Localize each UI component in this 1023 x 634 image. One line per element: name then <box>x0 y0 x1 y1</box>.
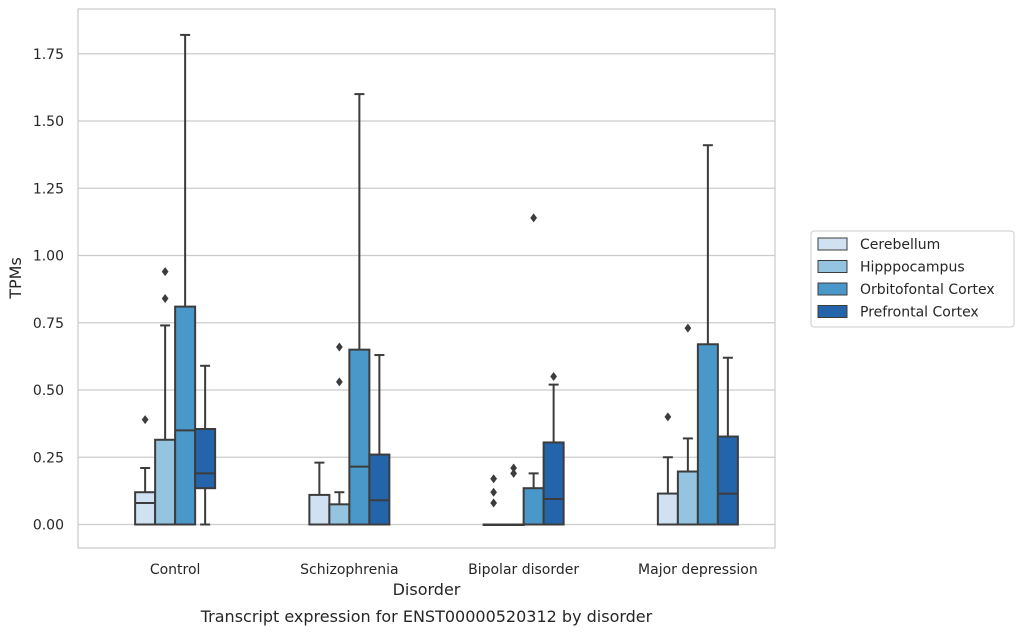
box <box>174 305 197 526</box>
outlier-point <box>664 412 672 422</box>
plot-frame <box>77 8 776 549</box>
box-plot <box>174 33 197 526</box>
box-plot <box>542 372 565 526</box>
y-tick-labels: 0.00 0.25 0.50 0.75 1.00 1.25 1.50 1.75 <box>33 47 64 534</box>
x-tick-label: Major depression <box>638 562 758 578</box>
legend-swatch <box>817 282 848 296</box>
box <box>696 343 719 526</box>
y-tick-label: 0.75 <box>33 316 64 332</box>
outlier-point <box>510 463 517 473</box>
legend-label: Prefrontal Cortex <box>860 305 979 321</box>
legend-swatch <box>817 260 848 273</box>
y-axis-label: TPMs <box>6 257 25 300</box>
box <box>348 348 371 526</box>
boxes <box>134 33 739 526</box>
outlier-point <box>510 468 517 478</box>
box <box>656 492 679 526</box>
x-axis-label: Disorder <box>393 580 461 599</box>
outlier-point <box>336 342 343 352</box>
legend-label: Hipppocampus <box>860 260 965 276</box>
chart-title: Transcript expression for ENST0000052031… <box>200 607 653 626</box>
y-tick-label: 1.75 <box>33 47 64 63</box>
box <box>154 438 177 526</box>
outlier-point <box>530 213 537 223</box>
box <box>368 453 391 526</box>
box <box>676 470 699 526</box>
x-tick-label: Schizophrenia <box>300 562 398 578</box>
box <box>194 428 217 490</box>
box-plot <box>134 415 157 526</box>
legend-frame <box>810 230 1015 328</box>
y-tick-label: 1.00 <box>33 249 64 265</box>
y-tick-label: 0.50 <box>33 383 64 399</box>
outlier-point <box>141 415 149 425</box>
box <box>134 491 157 526</box>
outlier-point <box>684 323 692 333</box>
box <box>716 435 739 526</box>
y-tick-label: 1.25 <box>33 181 64 197</box>
box-plot <box>522 213 545 526</box>
outlier-point <box>161 267 169 277</box>
box-plot <box>716 356 739 526</box>
outlier-point <box>336 377 343 387</box>
outlier-point <box>161 294 169 304</box>
legend-swatch <box>817 305 848 318</box>
box <box>522 487 545 526</box>
box-plot <box>154 267 177 526</box>
legend-label: Orbitofontal Cortex <box>860 282 995 298</box>
box <box>308 493 331 526</box>
y-tick-label: 1.50 <box>33 114 64 130</box>
y-tick-label: 0.00 <box>33 518 64 534</box>
outlier-point <box>550 372 557 382</box>
box-plot <box>194 364 217 526</box>
box-plot <box>482 474 505 526</box>
outlier-point <box>490 498 497 508</box>
box <box>542 441 565 526</box>
box-plot <box>696 144 719 526</box>
legend: Cerebellum Hipppocampus Orbitofontal Corte… <box>810 230 1015 328</box>
box <box>328 503 351 526</box>
outlier-point <box>490 474 497 484</box>
legend-label: Cerebellum <box>860 237 940 253</box>
box-plot <box>348 93 371 526</box>
box-plot <box>368 354 391 526</box>
x-tick-labels: Control Schizophrenia Bipolar disorder Majo… <box>150 562 758 578</box>
x-tick-label: Control <box>150 562 201 578</box>
y-tick-label: 0.25 <box>33 450 64 466</box>
legend-swatch <box>817 237 848 251</box>
outlier-point <box>490 487 497 497</box>
x-tick-label: Bipolar disorder <box>468 562 579 578</box>
